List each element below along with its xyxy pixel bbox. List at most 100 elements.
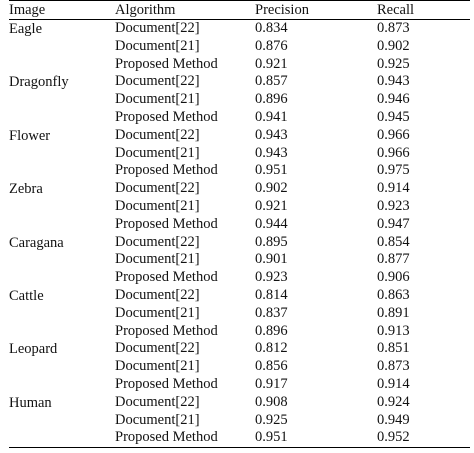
results-table: Image Algorithm Precision Recall Eagle Do… xyxy=(9,0,470,448)
precision-cell: 0.921 xyxy=(255,55,288,72)
algorithm-cell: Document[22] xyxy=(115,393,200,410)
table-row: Document[21] 0.943 0.966 xyxy=(9,145,470,163)
precision-cell: 0.923 xyxy=(255,269,288,286)
recall-cell: 0.975 xyxy=(377,162,410,179)
precision-cell: 0.895 xyxy=(255,233,288,250)
algorithm-cell: Document[22] xyxy=(115,340,200,357)
table-header: Image Algorithm Precision Recall xyxy=(9,0,470,20)
precision-cell: 0.812 xyxy=(255,340,288,357)
image-name-cell: Zebra xyxy=(9,181,43,198)
recall-cell: 0.913 xyxy=(377,322,410,339)
algorithm-cell: Document[22] xyxy=(115,20,200,36)
precision-cell: 0.837 xyxy=(255,304,288,321)
precision-cell: 0.943 xyxy=(255,144,288,161)
recall-cell: 0.854 xyxy=(377,233,410,250)
header-algorithm: Algorithm xyxy=(115,2,176,18)
table-row: Document[21] 0.876 0.902 xyxy=(9,38,470,56)
precision-cell: 0.896 xyxy=(255,322,288,339)
table-row: Dragonfly Document[22] 0.857 0.943 xyxy=(9,73,470,91)
table-row: Document[21] 0.837 0.891 xyxy=(9,305,470,323)
table-row: Proposed Method 0.941 0.945 xyxy=(9,109,470,127)
recall-cell: 0.946 xyxy=(377,91,410,108)
header-row: Image Algorithm Precision Recall xyxy=(9,0,470,20)
recall-cell: 0.914 xyxy=(377,375,410,392)
algorithm-cell: Proposed Method xyxy=(115,429,218,446)
table-row: Proposed Method 0.951 0.975 xyxy=(9,162,470,180)
precision-cell: 0.921 xyxy=(255,197,288,214)
precision-cell: 0.896 xyxy=(255,91,288,108)
algorithm-cell: Document[21] xyxy=(115,144,200,161)
algorithm-cell: Proposed Method xyxy=(115,55,218,72)
recall-cell: 0.924 xyxy=(377,393,410,410)
algorithm-cell: Document[21] xyxy=(115,197,200,214)
precision-cell: 0.876 xyxy=(255,37,288,54)
recall-cell: 0.914 xyxy=(377,180,410,197)
algorithm-cell: Document[21] xyxy=(115,358,200,375)
algorithm-cell: Proposed Method xyxy=(115,162,218,179)
image-name-cell: Human xyxy=(9,394,52,411)
image-name-cell: Leopard xyxy=(9,341,58,358)
table-row: Proposed Method 0.921 0.925 xyxy=(9,56,470,74)
precision-cell: 0.951 xyxy=(255,429,288,446)
recall-cell: 0.966 xyxy=(377,126,410,143)
precision-cell: 0.925 xyxy=(255,411,288,428)
recall-cell: 0.906 xyxy=(377,269,410,286)
algorithm-cell: Document[22] xyxy=(115,233,200,250)
table-row: Leopard Document[22] 0.812 0.851 xyxy=(9,340,470,358)
precision-cell: 0.944 xyxy=(255,215,288,232)
recall-cell: 0.873 xyxy=(377,358,410,375)
algorithm-cell: Document[21] xyxy=(115,251,200,268)
recall-cell: 0.923 xyxy=(377,197,410,214)
algorithm-cell: Proposed Method xyxy=(115,269,218,286)
table-row: Proposed Method 0.923 0.906 xyxy=(9,269,470,287)
table-row: Document[21] 0.921 0.923 xyxy=(9,198,470,216)
recall-cell: 0.949 xyxy=(377,411,410,428)
precision-cell: 0.834 xyxy=(255,20,288,36)
image-name-cell: Dragonfly xyxy=(9,74,69,91)
image-name-cell: Caragana xyxy=(9,234,64,251)
table-row: Proposed Method 0.917 0.914 xyxy=(9,376,470,394)
precision-cell: 0.908 xyxy=(255,393,288,410)
header-precision: Precision xyxy=(255,2,309,18)
table-body: Eagle Document[22] 0.834 0.873 Document[21] 0… xyxy=(9,20,470,448)
recall-cell: 0.863 xyxy=(377,286,410,303)
recall-cell: 0.902 xyxy=(377,37,410,54)
table-row: Document[21] 0.925 0.949 xyxy=(9,412,470,430)
algorithm-cell: Document[21] xyxy=(115,91,200,108)
table-row: Proposed Method 0.951 0.952 xyxy=(9,429,470,448)
table-row: Document[21] 0.896 0.946 xyxy=(9,91,470,109)
precision-cell: 0.814 xyxy=(255,286,288,303)
recall-cell: 0.947 xyxy=(377,215,410,232)
algorithm-cell: Document[22] xyxy=(115,126,200,143)
algorithm-cell: Document[22] xyxy=(115,180,200,197)
algorithm-cell: Document[21] xyxy=(115,304,200,321)
precision-cell: 0.943 xyxy=(255,126,288,143)
table-row: Caragana Document[22] 0.895 0.854 xyxy=(9,234,470,252)
table-row: Human Document[22] 0.908 0.924 xyxy=(9,394,470,412)
precision-cell: 0.857 xyxy=(255,73,288,90)
algorithm-cell: Document[21] xyxy=(115,37,200,54)
precision-cell: 0.902 xyxy=(255,180,288,197)
precision-cell: 0.917 xyxy=(255,375,288,392)
recall-cell: 0.851 xyxy=(377,340,410,357)
header-image: Image xyxy=(9,2,46,18)
recall-cell: 0.891 xyxy=(377,304,410,321)
precision-cell: 0.951 xyxy=(255,162,288,179)
algorithm-cell: Proposed Method xyxy=(115,375,218,392)
algorithm-cell: Proposed Method xyxy=(115,215,218,232)
table-row: Proposed Method 0.944 0.947 xyxy=(9,216,470,234)
precision-cell: 0.941 xyxy=(255,108,288,125)
image-name-cell: Flower xyxy=(9,127,51,144)
table-row: Eagle Document[22] 0.834 0.873 xyxy=(9,20,470,38)
precision-cell: 0.901 xyxy=(255,251,288,268)
recall-cell: 0.873 xyxy=(377,20,410,36)
precision-cell: 0.856 xyxy=(255,358,288,375)
algorithm-cell: Proposed Method xyxy=(115,322,218,339)
table-row: Flower Document[22] 0.943 0.966 xyxy=(9,127,470,145)
table-row: Zebra Document[22] 0.902 0.914 xyxy=(9,180,470,198)
recall-cell: 0.943 xyxy=(377,73,410,90)
algorithm-cell: Document[22] xyxy=(115,286,200,303)
recall-cell: 0.966 xyxy=(377,144,410,161)
table-row: Cattle Document[22] 0.814 0.863 xyxy=(9,287,470,305)
image-name-cell: Eagle xyxy=(9,21,43,37)
